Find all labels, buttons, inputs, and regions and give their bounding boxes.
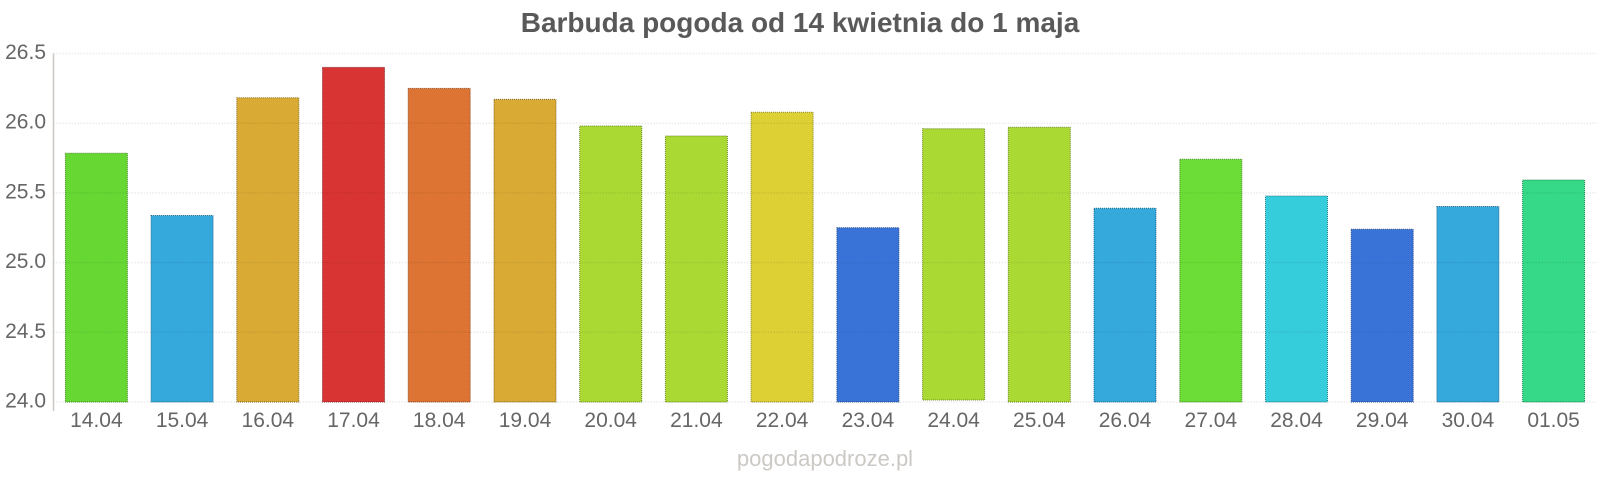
svg-text:24.04: 24.04 bbox=[927, 409, 980, 432]
svg-text:14.04: 14.04 bbox=[70, 409, 123, 432]
svg-text:26.5: 26.5 bbox=[5, 41, 46, 64]
svg-text:24.0: 24.0 bbox=[5, 390, 46, 413]
svg-text:28.04: 28.04 bbox=[1270, 409, 1323, 432]
svg-text:22.04: 22.04 bbox=[756, 409, 809, 432]
svg-text:29.04: 29.04 bbox=[1356, 409, 1409, 432]
svg-text:20.04: 20.04 bbox=[584, 409, 637, 432]
svg-text:pogodapodroze.pl: pogodapodroze.pl bbox=[737, 446, 913, 471]
svg-text:27.04: 27.04 bbox=[1185, 409, 1238, 432]
svg-text:18.04: 18.04 bbox=[413, 409, 466, 432]
svg-text:19.04: 19.04 bbox=[499, 409, 552, 432]
svg-text:15.04: 15.04 bbox=[156, 409, 209, 432]
svg-text:26.0: 26.0 bbox=[5, 111, 46, 134]
svg-text:25.0: 25.0 bbox=[5, 250, 46, 273]
svg-text:25.5: 25.5 bbox=[5, 180, 46, 203]
svg-text:16.04: 16.04 bbox=[242, 409, 295, 432]
svg-text:23.04: 23.04 bbox=[842, 409, 895, 432]
svg-text:30.04: 30.04 bbox=[1442, 409, 1495, 432]
svg-text:24.5: 24.5 bbox=[5, 320, 46, 343]
svg-text:25.04: 25.04 bbox=[1013, 409, 1066, 432]
svg-text:21.04: 21.04 bbox=[670, 409, 723, 432]
svg-text:17.04: 17.04 bbox=[327, 409, 380, 432]
svg-text:Barbuda pogoda od 14 kwietnia: Barbuda pogoda od 14 kwietnia do 1 maja bbox=[521, 7, 1080, 38]
svg-text:26.04: 26.04 bbox=[1099, 409, 1152, 432]
svg-text:01.05: 01.05 bbox=[1527, 409, 1580, 432]
